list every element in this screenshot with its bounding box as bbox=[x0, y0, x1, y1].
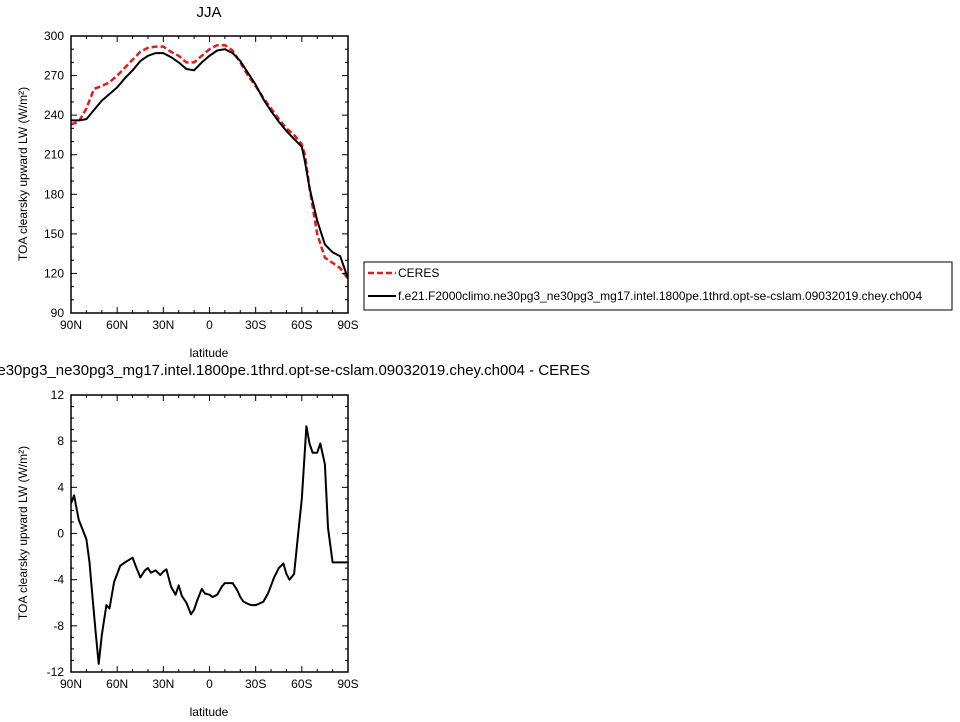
x-tick-label: 30N bbox=[152, 677, 174, 691]
y-tick-label: -8 bbox=[53, 619, 64, 633]
y-tick-label: 8 bbox=[57, 434, 64, 448]
legend-box bbox=[363, 261, 953, 311]
series-group bbox=[71, 43, 348, 280]
x-tick-label: 60N bbox=[106, 677, 128, 691]
y-tick-label: 12 bbox=[51, 388, 65, 402]
top-y-axis-label: TOA clearsky upward LW (W/m²) bbox=[16, 87, 30, 261]
y-tick-label: 150 bbox=[44, 227, 64, 241]
series-line-1 bbox=[71, 48, 348, 280]
legend: CERES f.e21.F2000climo.ne30pg3_ne30pg3_m… bbox=[363, 261, 953, 311]
x-tick-label: 30S bbox=[245, 677, 266, 691]
bottom-chart-title: f.e21.F2000climo.ne30pg3_ne30pg3_mg17.in… bbox=[0, 362, 590, 379]
x-tick-label: 30N bbox=[152, 318, 174, 332]
bottom-x-axis-label: latitude bbox=[190, 705, 229, 719]
top-chart-title: JJA bbox=[196, 4, 221, 21]
y-tick-label: 120 bbox=[44, 266, 64, 280]
series-line-0 bbox=[71, 43, 348, 280]
series-line-0 bbox=[71, 425, 348, 665]
bottom-chart: f.e21.F2000climo.ne30pg3_ne30pg3_mg17.in… bbox=[0, 362, 590, 719]
top-chart: JJA 90N 60N 30N 0 30S 60S 90S 90 120 150 180 210 240… bbox=[16, 4, 953, 360]
x-tick-label: 0 bbox=[206, 677, 213, 691]
x-tick-label: 60S bbox=[291, 318, 312, 332]
x-tick-label: 90N bbox=[60, 318, 82, 332]
x-tick-label: 60N bbox=[106, 318, 128, 332]
bottom-y-axis-label: TOA clearsky upward LW (W/m²) bbox=[16, 446, 30, 620]
top-plot-area: 90N 60N 30N 0 30S 60S 90S 90 120 150 180 210 240 270 3… bbox=[44, 29, 359, 332]
x-tick-label: 90N bbox=[60, 677, 82, 691]
legend-label-ceres: CERES bbox=[398, 266, 439, 280]
y-tick-label: 300 bbox=[44, 29, 64, 43]
top-x-axis-label: latitude bbox=[190, 346, 229, 360]
legend-label-model: f.e21.F2000climo.ne30pg3_ne30pg3_mg17.in… bbox=[398, 289, 922, 303]
bottom-plot-area: 90N 60N 30N 0 30S 60S 90S -12 -8 -4 0 4 8 12 bbox=[47, 388, 359, 691]
x-tick-label: 0 bbox=[206, 318, 213, 332]
x-tick-label: 60S bbox=[291, 677, 312, 691]
y-tick-label: 240 bbox=[44, 108, 64, 122]
y-tick-label: 90 bbox=[51, 306, 65, 320]
x-tick-label: 90S bbox=[337, 318, 358, 332]
y-tick-label: 0 bbox=[57, 527, 64, 541]
x-tick-label: 30S bbox=[245, 318, 266, 332]
y-tick-label: 210 bbox=[44, 148, 64, 162]
y-tick-label: 180 bbox=[44, 187, 64, 201]
y-tick-label: -12 bbox=[47, 665, 65, 679]
y-tick-label: 4 bbox=[57, 480, 64, 494]
y-tick-label: 270 bbox=[44, 69, 64, 83]
series-group bbox=[71, 425, 348, 665]
x-tick-label: 90S bbox=[337, 677, 358, 691]
y-tick-label: -4 bbox=[53, 573, 64, 587]
